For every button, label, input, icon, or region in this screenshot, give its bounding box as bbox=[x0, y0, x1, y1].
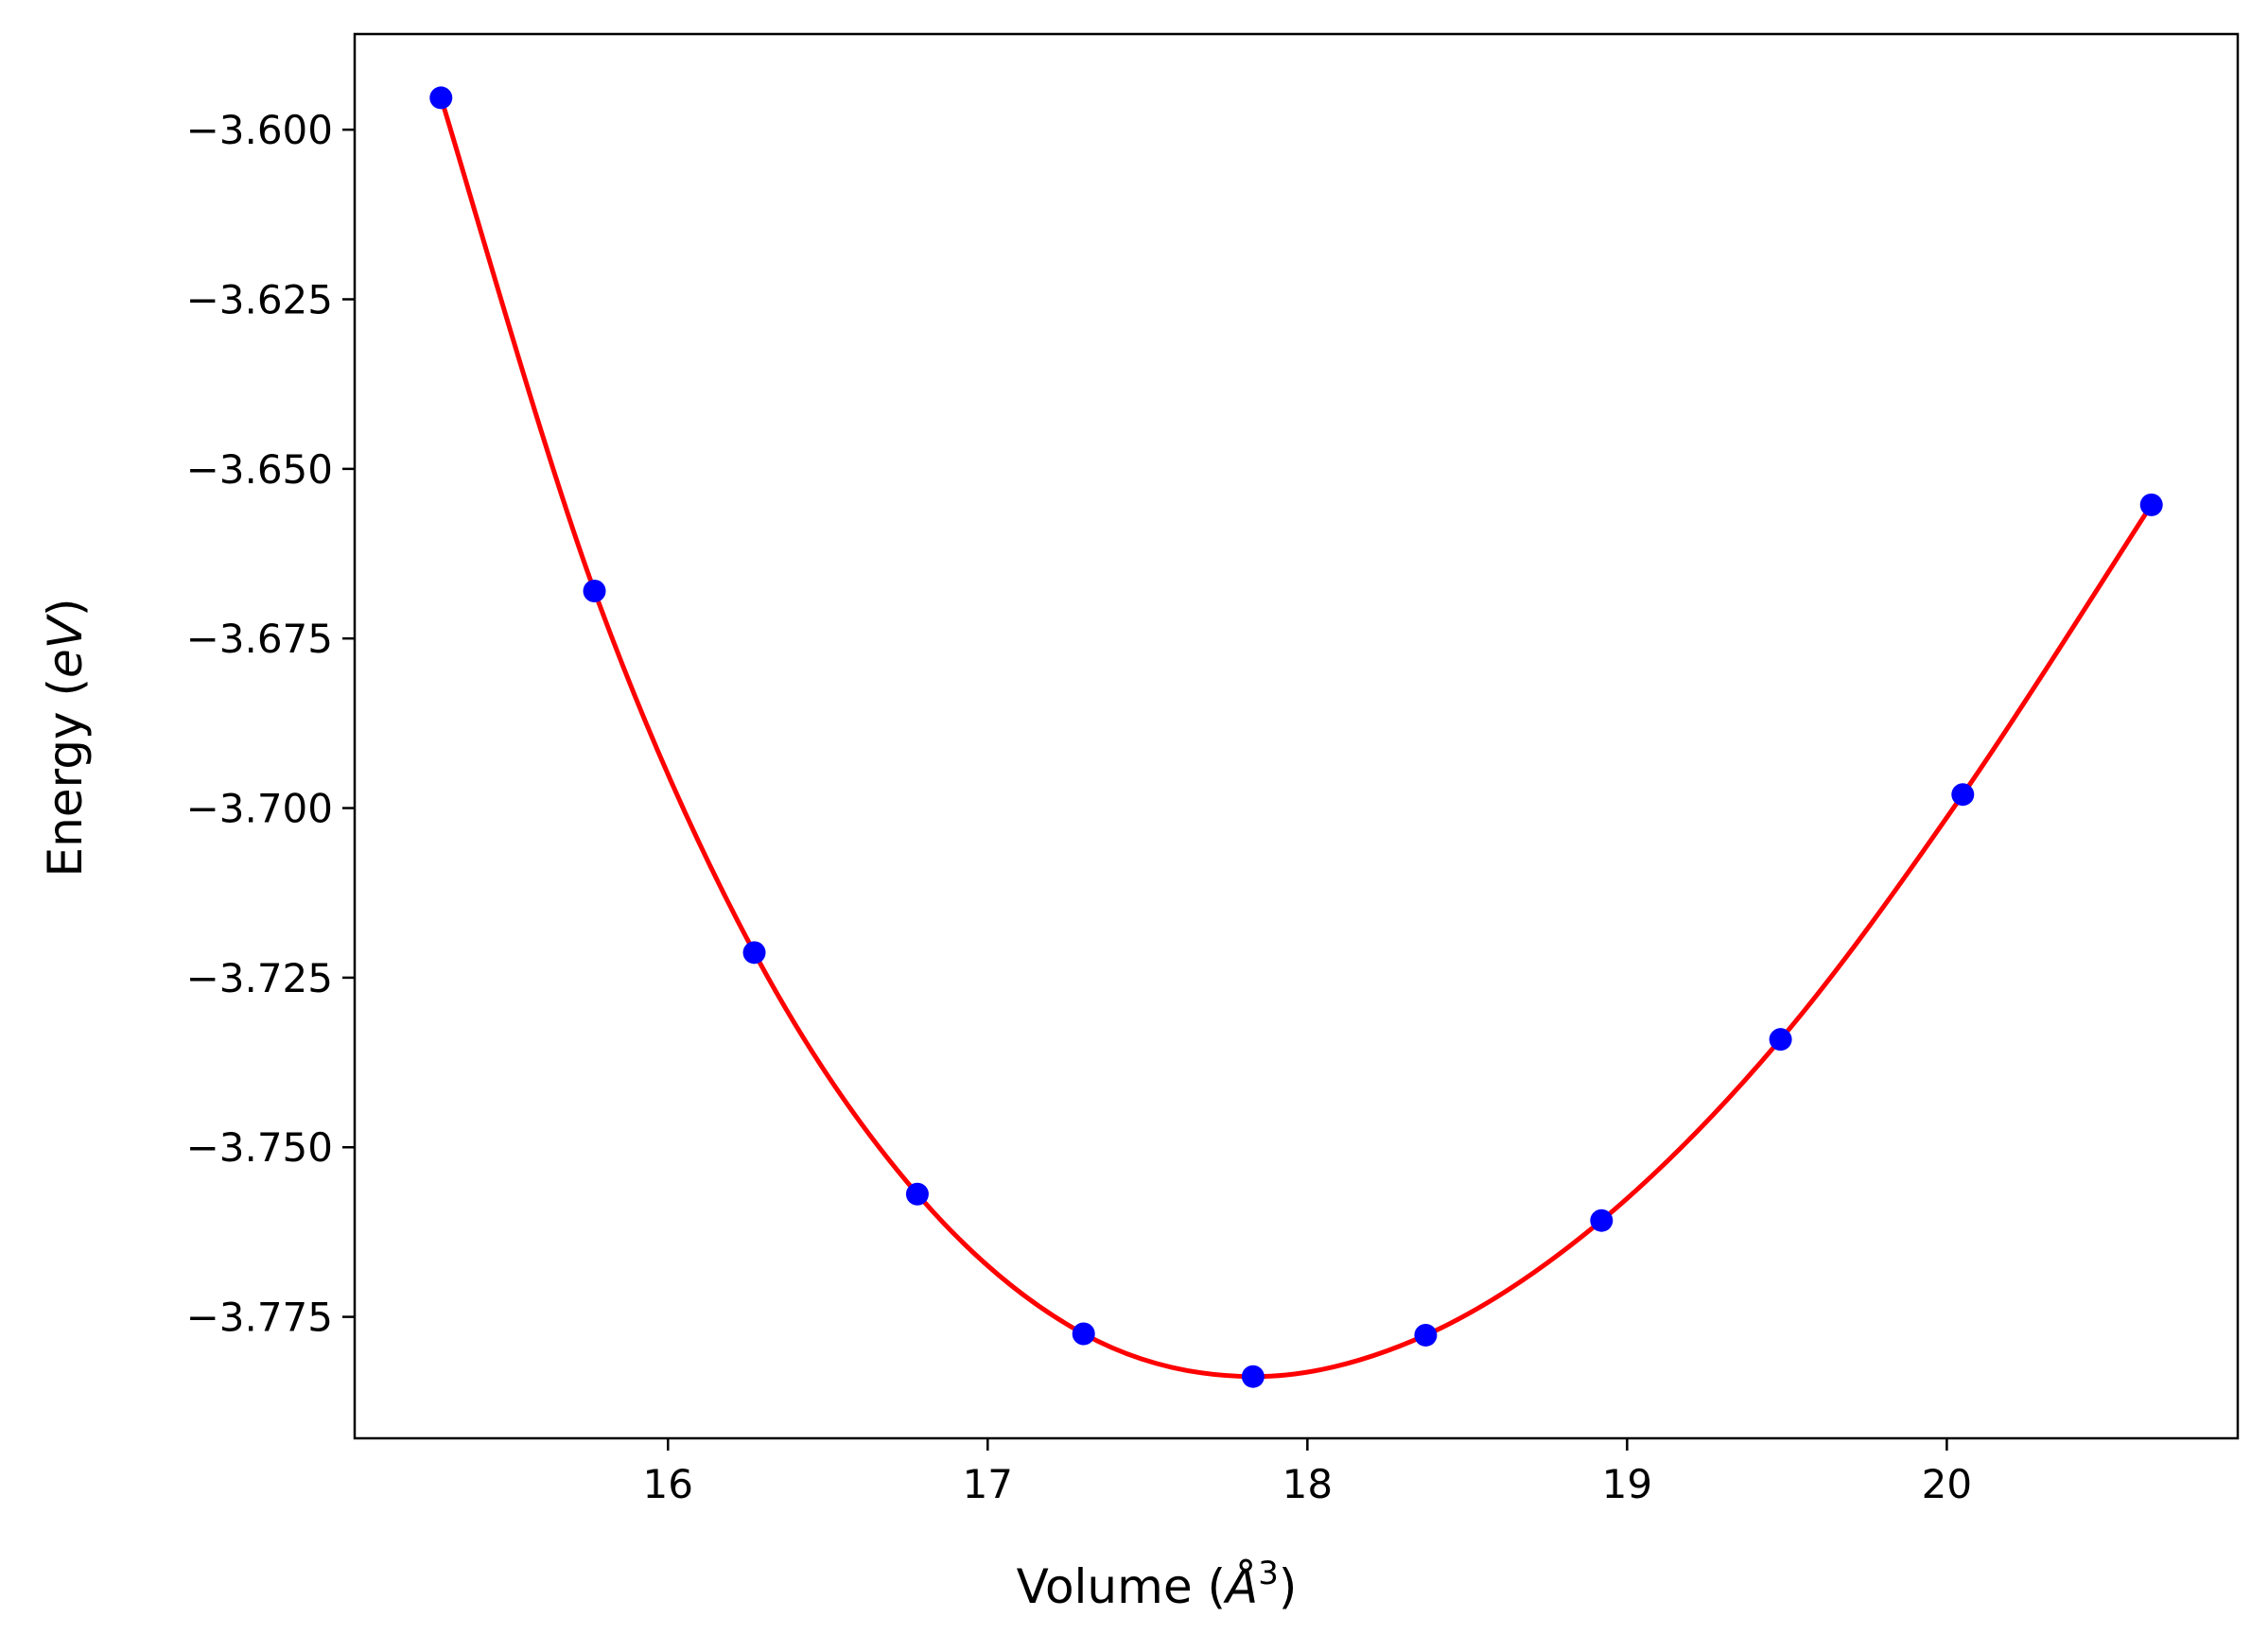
data-point bbox=[1241, 1365, 1265, 1388]
fit-curve bbox=[438, 96, 2154, 1380]
plot-area bbox=[429, 86, 2163, 1388]
axes-frame bbox=[353, 32, 2240, 1440]
axes bbox=[353, 32, 2240, 1440]
x-tick-label: 18 bbox=[1282, 1461, 1333, 1507]
data-point bbox=[1072, 1322, 1095, 1346]
data-point bbox=[905, 1182, 929, 1206]
x-tick-label: 17 bbox=[963, 1461, 1013, 1507]
data-point bbox=[1590, 1209, 1614, 1232]
data-point bbox=[1769, 1028, 1792, 1052]
x-axis-label: Volume (Å3) bbox=[1017, 1555, 1298, 1614]
y-tick-label: −3.625 bbox=[186, 277, 333, 323]
y-tick-label: −3.725 bbox=[186, 955, 333, 1001]
data-point bbox=[742, 941, 766, 965]
data-point bbox=[429, 86, 453, 110]
data-point bbox=[1951, 783, 1975, 807]
x-tick-label: 16 bbox=[643, 1461, 693, 1507]
data-point bbox=[2139, 493, 2163, 516]
y-tick-label: −3.675 bbox=[186, 616, 333, 662]
y-axis-label: Energy (eV) bbox=[38, 599, 93, 878]
x-tick-label: 19 bbox=[1602, 1461, 1652, 1507]
data-point bbox=[583, 579, 606, 602]
y-tick-label: −3.650 bbox=[186, 446, 333, 493]
y-tick-label: −3.750 bbox=[186, 1124, 333, 1171]
y-tick-label: −3.700 bbox=[186, 786, 333, 832]
data-point bbox=[1414, 1323, 1438, 1347]
ticks: 16 17 18 19 20 −3.600 −3.625 −3.650 −3.675 −3.700… bbox=[186, 107, 1973, 1507]
y-tick-label: −3.600 bbox=[186, 107, 333, 153]
y-tick-label: −3.775 bbox=[186, 1295, 333, 1341]
x-tick-label: 20 bbox=[1922, 1461, 1972, 1507]
